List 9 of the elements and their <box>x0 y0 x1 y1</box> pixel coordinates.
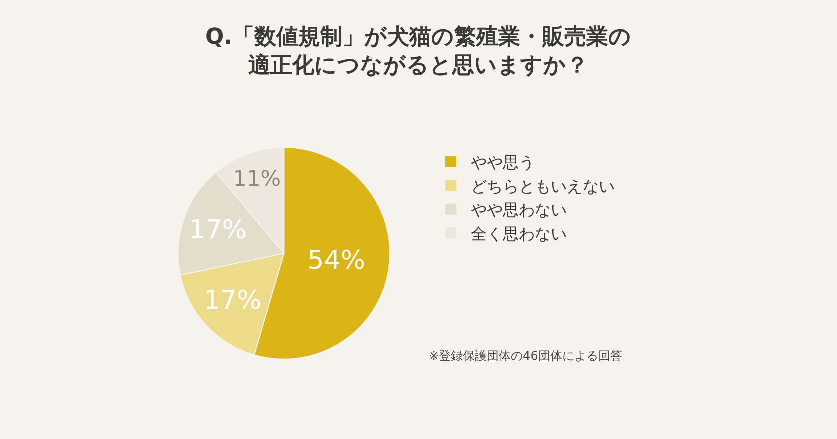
data-label: 17% <box>204 286 262 316</box>
data-label: 11% <box>233 167 282 192</box>
legend-label: やや思う <box>471 153 536 172</box>
text: ※登録保護団体の46団体による回答 <box>429 349 622 363</box>
legend-label: やや思わない <box>471 200 568 220</box>
data-label: 54% <box>308 246 366 276</box>
legend-label: どちらともいえない <box>471 176 616 196</box>
legend-label: 全く思わない <box>471 224 568 244</box>
chart-title: Q.「数値規制」が犬猫の繁殖業・販売業の適正化につながると思いますか？ <box>205 24 632 78</box>
